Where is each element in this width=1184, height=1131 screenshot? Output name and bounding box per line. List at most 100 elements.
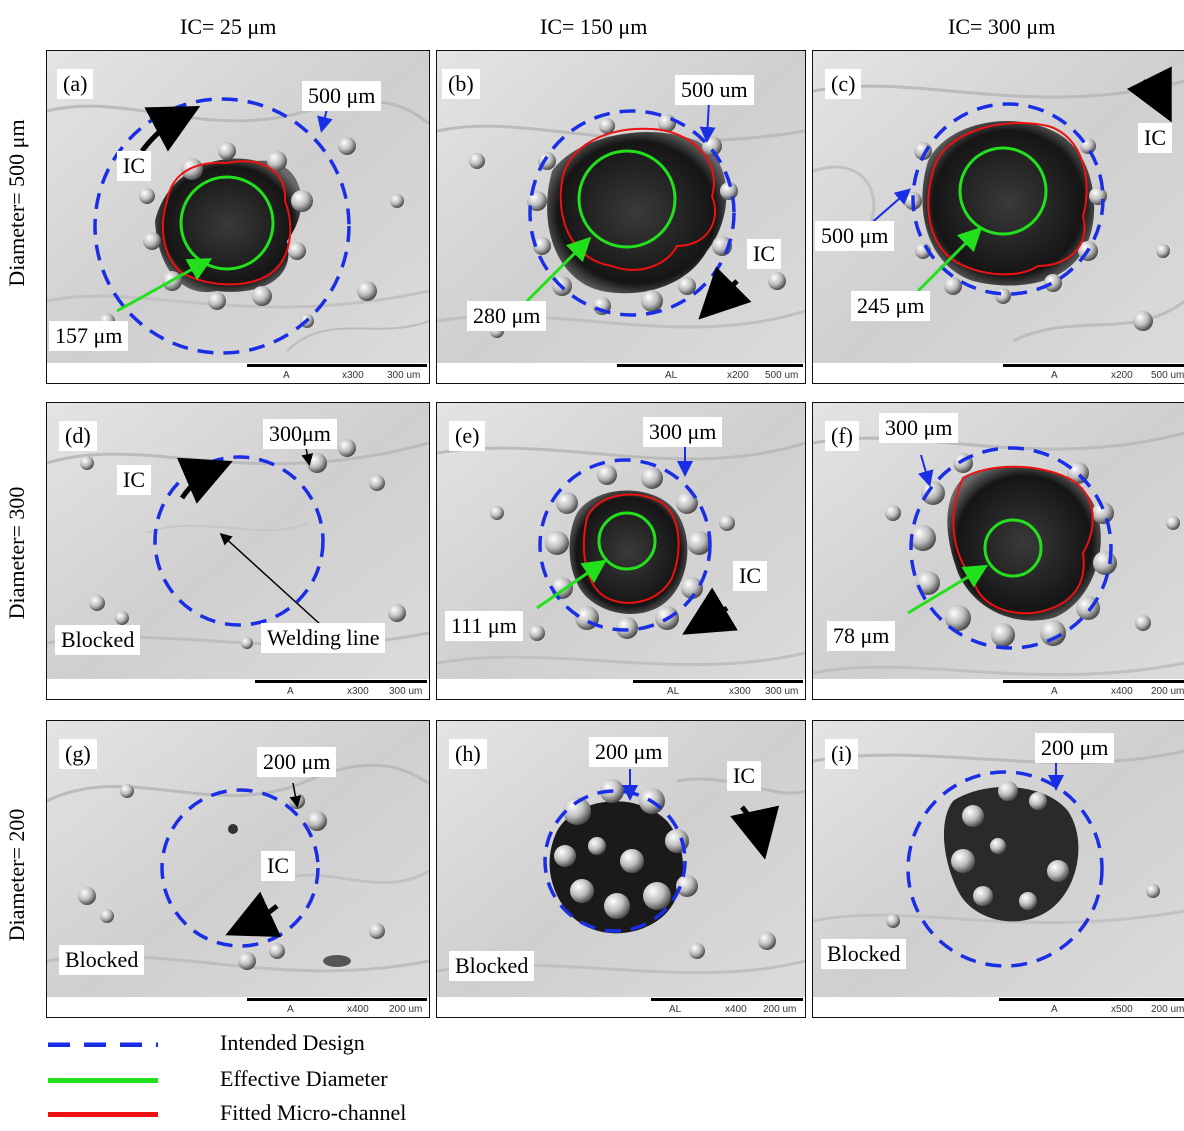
- blocked-label-d: Blocked: [55, 625, 141, 655]
- fitted-microchannel-a: [161, 160, 292, 286]
- ic-arrow-g: [225, 891, 282, 938]
- intended-design-circle-b: [528, 109, 736, 317]
- overlay-a: [93, 97, 351, 355]
- effective-diameter-circle-f: [983, 518, 1043, 578]
- design-label-c: 500 μm: [815, 221, 895, 251]
- ic-arrow-h: [730, 805, 780, 860]
- panel-letter-a: (a): [57, 69, 94, 99]
- design-label-d: 300μm: [263, 419, 337, 449]
- scale-bar-d: A x300 300 um: [47, 679, 429, 699]
- effective-label-e: 111 μm: [445, 611, 523, 641]
- intended-design-circle-c: [911, 102, 1105, 296]
- intended-design-circle-h: [543, 789, 687, 933]
- fitted-microchannel-c: [927, 122, 1088, 276]
- panel-letter-c: (c): [825, 69, 862, 99]
- design-arrow-g: [289, 782, 302, 808]
- panel-i: (i) 200 μm Blocked A x500 200 um: [812, 720, 1184, 1018]
- effective-arrow-b: [525, 236, 592, 303]
- design-label-h: 200 μm: [589, 737, 669, 767]
- row-header-d300: Diameter= 300: [4, 486, 29, 620]
- effective-label-b: 280 μm: [467, 301, 547, 331]
- scale-bar-f: A x400 200 um: [813, 679, 1184, 699]
- panel-h: (h) 200 μm IC Blocked AL x400 200 um: [436, 720, 806, 1018]
- intended-design-circle-d: [153, 455, 325, 627]
- panel-letter-h: (h): [449, 739, 487, 769]
- row-header-d500: Diameter= 500 μm: [4, 119, 29, 287]
- overlay-i: [906, 761, 1104, 968]
- overlay-g: [160, 782, 320, 948]
- ic-arrow-b: [698, 266, 752, 320]
- ic-arrow-e: [682, 587, 738, 635]
- effective-diameter-circle-b: [577, 149, 677, 249]
- legend-effective-diameter: Effective Diameter: [48, 1066, 468, 1094]
- scale-bar-e: AL x300 300 um: [437, 679, 805, 699]
- design-arrow-a: [317, 108, 333, 133]
- effective-diameter-circle-c: [958, 146, 1048, 236]
- intended-design-circle-f: [909, 446, 1113, 650]
- ic-label-g: IC: [261, 851, 295, 881]
- design-label-a: 500 μm: [302, 81, 382, 111]
- intended-design-circle-e: [538, 458, 712, 632]
- intended-design-circle-i: [906, 770, 1104, 968]
- intended-design-circle-g: [160, 788, 320, 948]
- design-arrow-c: [867, 188, 912, 227]
- row-header-d200: Diameter= 200: [4, 808, 29, 942]
- panel-f: (f) 300 μm 78 μm A x400 200 um: [812, 402, 1184, 700]
- intended-design-circle-a: [93, 97, 351, 355]
- panel-letter-e: (e): [449, 421, 486, 451]
- effective-diameter-circle-e: [597, 511, 657, 571]
- scale-bar-b: AL x200 500 um: [437, 363, 805, 383]
- overlay-f: [907, 446, 1113, 650]
- ic-label-b: IC: [747, 239, 781, 269]
- legend-label-fitted: Fitted Micro-channel: [220, 1100, 407, 1125]
- column-header-ic-150: IC= 150 μm: [540, 14, 648, 39]
- ic-label-h: IC: [727, 761, 761, 791]
- legend-fitted-microchannel: Fitted Micro-channel: [48, 1100, 468, 1128]
- column-header-ic-300: IC= 300 μm: [948, 14, 1056, 39]
- welding-line-arrow-d: [219, 532, 333, 636]
- scale-bar-c: A x200 500 um: [813, 363, 1184, 383]
- scale-bar-i: A x500 200 um: [813, 997, 1184, 1017]
- ic-label-a: IC: [117, 151, 151, 181]
- fitted-microchannel-b: [559, 127, 717, 271]
- blocked-label-i: Blocked: [821, 939, 907, 969]
- design-label-g: 200 μm: [257, 747, 337, 777]
- ic-label-c: IC: [1138, 123, 1172, 153]
- effective-label-f: 78 μm: [827, 621, 896, 651]
- design-label-f: 300 μm: [879, 413, 959, 443]
- effective-label-c: 245 μm: [851, 291, 931, 321]
- ic-arrow-a: [140, 105, 201, 153]
- scale-bar-a: A x300 300 um: [47, 363, 429, 383]
- effective-arrow-f: [907, 564, 989, 615]
- design-label-b: 500 um: [675, 75, 754, 105]
- panel-letter-i: (i): [825, 739, 858, 769]
- column-header-ic-25: IC= 25 μm: [180, 14, 277, 39]
- ic-label-d: IC: [117, 465, 151, 495]
- blocked-label-h: Blocked: [449, 951, 535, 981]
- effective-diameter-circle-a: [179, 175, 275, 271]
- blocked-label-g: Blocked: [59, 945, 145, 975]
- panel-letter-f: (f): [825, 421, 859, 451]
- panel-d: (d) 300μm IC Blocked Welding line A x300…: [46, 402, 430, 700]
- sem-image-c: [813, 51, 1184, 383]
- panel-e: (e) 300 μm IC 111 μm AL x300 300 um: [436, 402, 806, 700]
- panel-letter-b: (b): [442, 69, 480, 99]
- sem-image-e: [437, 403, 805, 699]
- scale-bar-g: A x400 200 um: [47, 997, 429, 1017]
- panel-letter-g: (g): [59, 739, 97, 769]
- panel-g: (g) 200 μm IC Blocked A x400 200 um: [46, 720, 430, 1018]
- panel-b: (b) 500 um IC 280 μm AL x200 500 um: [436, 50, 806, 384]
- scale-bar-h: AL x400 200 um: [437, 997, 805, 1017]
- legend-swatch-intended: [48, 1042, 158, 1047]
- panel-c: (c) 500 μm IC 245 μm A x200 500 um: [812, 50, 1184, 384]
- effective-arrow-c: [916, 226, 983, 293]
- ic-label-e: IC: [733, 561, 767, 591]
- overlay-c: [867, 66, 1172, 296]
- panel-a: (a) 500 μm IC 157 μm A x300 300 um: [46, 50, 430, 384]
- overlay-b: [525, 100, 752, 320]
- effective-label-a: 157 μm: [49, 321, 129, 351]
- legend-intended-design: Intended Design: [48, 1030, 468, 1058]
- design-label-i: 200 μm: [1035, 733, 1115, 763]
- fitted-microchannel-f: [952, 465, 1094, 615]
- welding-line-label-d: Welding line: [261, 623, 386, 653]
